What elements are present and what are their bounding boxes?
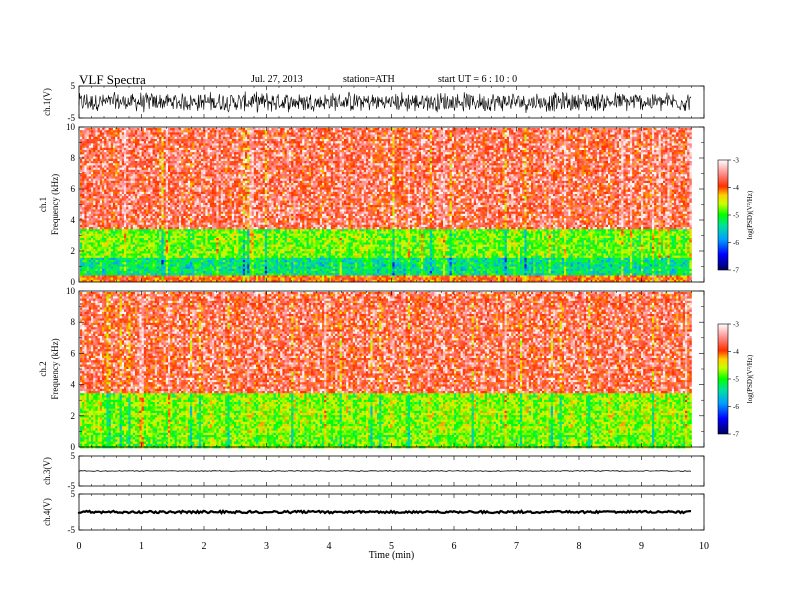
colorbar-tick-label: -5 <box>733 212 739 220</box>
chart-title: VLF Spectra <box>79 72 146 88</box>
x-axis-label: Time (min) <box>369 550 414 561</box>
ch2-ytick-label: 8 <box>71 317 76 327</box>
start-time-label: start UT = 6 : 10 : 0 <box>438 74 517 85</box>
ch1-colorbar <box>717 159 729 271</box>
x-tick-label: 3 <box>264 541 269 552</box>
ch3-ytick-label: -5 <box>68 481 76 491</box>
ch2-spectrogram-heatmap <box>80 292 692 449</box>
ch3-waveform-line <box>78 470 692 472</box>
colorbar-tick-label: -6 <box>733 403 739 411</box>
ch1-label: ch.1 <box>38 197 48 212</box>
colorbar-tick-label: -6 <box>733 239 739 247</box>
colorbar-tick-label: -4 <box>733 348 739 356</box>
colorbar-tick-label: -3 <box>733 321 739 329</box>
ch1-freq-axis-label: Frequency (kHz) <box>50 174 60 235</box>
x-tick-label: 1 <box>139 541 144 552</box>
x-tick-label: 0 <box>77 541 82 552</box>
ch2-ytick-label: 6 <box>71 348 76 358</box>
colorbar-tick-label: -7 <box>733 267 739 275</box>
x-tick-label: 2 <box>202 541 207 552</box>
ch1-waveform-line <box>78 91 692 114</box>
ch1-ylabel: ch.1(V) <box>42 88 52 116</box>
ch2-label: ch.2 <box>38 361 48 376</box>
ch1-ytick-label: 2 <box>71 246 76 256</box>
ch4-ytick-label: -5 <box>68 525 76 535</box>
ch4-waveform-line <box>77 509 692 516</box>
ch3-ylabel: ch.3(V) <box>42 457 52 485</box>
ch4-ylabel: ch.4(V) <box>42 498 52 526</box>
ch2-ytick-label: 10 <box>66 286 76 296</box>
ch2-ytick-label: 2 <box>71 411 76 421</box>
ch2-colorbar <box>717 323 729 435</box>
ch1-ytick-label: 4 <box>71 215 76 225</box>
ch1-colorbar-label: log(PSD)(V²/Hz) <box>746 190 754 239</box>
x-tick-label: 5 <box>389 541 394 552</box>
date-label: Jul. 27, 2013 <box>251 74 303 85</box>
ch3-ytick-label: 5 <box>71 451 76 461</box>
ch1-ytick-label: 6 <box>71 184 76 194</box>
x-tick-label: 8 <box>577 541 582 552</box>
ch4-ytick-label: 5 <box>71 489 76 499</box>
x-tick-label: 9 <box>639 541 644 552</box>
ch2-ytick-label: 0 <box>71 442 76 452</box>
ch1-ytick-label: 0 <box>71 277 76 287</box>
x-tick-label: 6 <box>452 541 457 552</box>
colorbar-tick-label: -5 <box>733 376 739 384</box>
ch1-ytick-label: -5 <box>68 113 76 123</box>
ch1-ytick-label: 5 <box>71 81 76 91</box>
ch1-ytick-label: 8 <box>71 153 76 163</box>
colorbar-tick-label: -3 <box>733 157 739 165</box>
ch1-spectrogram-heatmap <box>80 128 692 283</box>
station-label: station=ATH <box>343 74 395 85</box>
x-tick-label: 4 <box>327 541 332 552</box>
ch1-ytick-label: 10 <box>66 122 76 132</box>
ch2-freq-axis-label: Frequency (kHz) <box>50 338 60 399</box>
x-tick-label: 10 <box>699 541 709 552</box>
ch2-ytick-label: 4 <box>71 380 76 390</box>
colorbar-tick-label: -7 <box>733 431 739 439</box>
ch2-colorbar-label: log(PSD)(V²/Hz) <box>746 354 754 403</box>
colorbar-tick-label: -4 <box>733 184 739 192</box>
x-tick-label: 7 <box>514 541 519 552</box>
